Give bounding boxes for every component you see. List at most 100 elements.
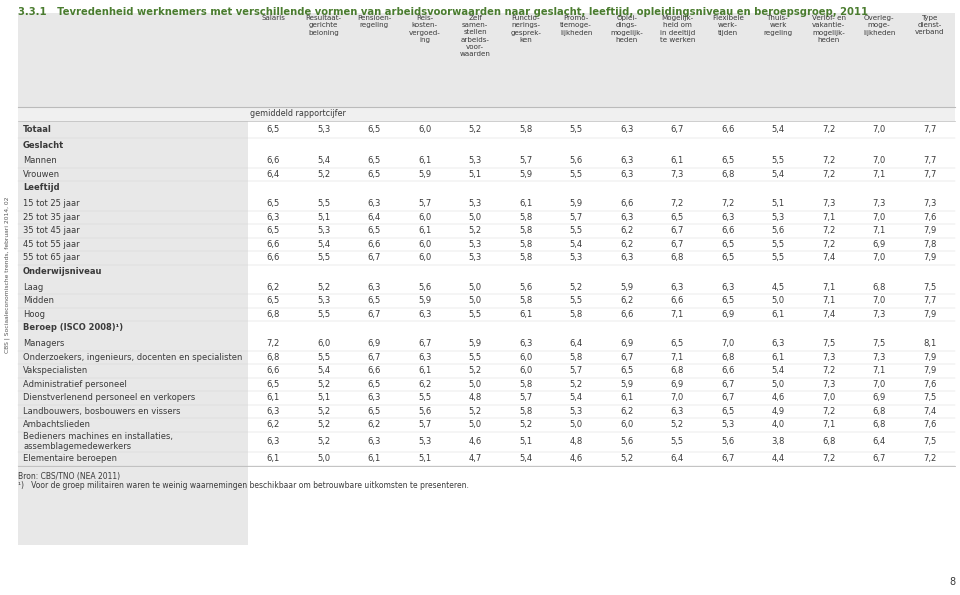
Text: 7,2: 7,2 [822,454,835,464]
Text: 6,5: 6,5 [671,213,684,222]
Text: 6,6: 6,6 [368,240,381,249]
Text: 8: 8 [948,577,955,587]
Text: 7,0: 7,0 [873,253,886,262]
Text: 6,2: 6,2 [267,283,280,292]
Text: 5,0: 5,0 [569,420,583,429]
Text: 7,0: 7,0 [671,393,684,402]
Text: Thuis-
werk
regeling: Thuis- werk regeling [764,15,793,36]
Text: 6,7: 6,7 [671,240,684,249]
Text: 5,3: 5,3 [772,213,785,222]
Text: 6,2: 6,2 [620,240,634,249]
Text: 5,2: 5,2 [468,226,482,235]
Text: 5,4: 5,4 [317,156,330,165]
Text: 5,6: 5,6 [519,283,533,292]
Text: 6,6: 6,6 [671,296,684,305]
Text: 5,1: 5,1 [419,454,431,464]
Text: 6,5: 6,5 [267,199,280,208]
Text: 6,3: 6,3 [620,125,634,134]
Text: ¹)   Voor de groep militairen waren te weinig waarnemingen beschikbaar om betrou: ¹) Voor de groep militairen waren te wei… [18,481,468,490]
Text: 6,6: 6,6 [267,156,280,165]
Text: Dienstverlenend personeel en verkopers: Dienstverlenend personeel en verkopers [23,393,195,402]
Text: 4,6: 4,6 [468,437,482,446]
Text: 25 tot 35 jaar: 25 tot 35 jaar [23,213,80,222]
Text: 6,4: 6,4 [569,339,583,348]
Text: 6,6: 6,6 [620,310,634,319]
Text: 6,3: 6,3 [368,437,381,446]
Text: 3,8: 3,8 [772,437,785,446]
Text: 5,4: 5,4 [772,125,785,134]
Text: 55 tot 65 jaar: 55 tot 65 jaar [23,253,80,262]
Text: 7,1: 7,1 [873,367,886,375]
Text: 7,5: 7,5 [924,393,936,402]
Text: 5,3: 5,3 [419,437,431,446]
Text: 5,9: 5,9 [419,296,431,305]
Bar [18,13,955,107]
Text: Vakspecialisten: Vakspecialisten [23,367,88,375]
Text: 7,6: 7,6 [924,213,936,222]
Text: 5,1: 5,1 [468,170,482,178]
Text: Bron: CBS/TNO (NEA 2011): Bron: CBS/TNO (NEA 2011) [18,471,120,481]
Text: 6,9: 6,9 [368,339,381,348]
Text: 6,3: 6,3 [418,353,431,362]
Text: 5,6: 5,6 [620,437,634,446]
Text: 6,6: 6,6 [721,367,734,375]
Text: 7,1: 7,1 [822,213,835,222]
Text: 6,3: 6,3 [620,253,634,262]
Text: 5,5: 5,5 [772,240,785,249]
Text: 5,1: 5,1 [519,437,532,446]
Text: 5,0: 5,0 [317,454,330,464]
Text: 6,9: 6,9 [873,393,886,402]
Text: 5,2: 5,2 [317,380,330,389]
Text: 6,5: 6,5 [721,407,734,416]
Text: 5,3: 5,3 [468,253,482,262]
Text: Mannen: Mannen [23,156,57,165]
Text: 3.3.1   Tevredenheid werknemers met verschillende vormen van arbeidsvoorwaarden : 3.3.1 Tevredenheid werknemers met versch… [18,7,868,17]
Text: 7,7: 7,7 [924,156,936,165]
Text: 5,2: 5,2 [519,420,532,429]
Text: 5,5: 5,5 [569,226,583,235]
Text: 7,2: 7,2 [671,199,684,208]
Text: 5,3: 5,3 [468,199,482,208]
Text: 6,0: 6,0 [620,420,634,429]
Text: 5,8: 5,8 [569,310,583,319]
Text: Mogelijk-
heid om
in deeltijd
te werken: Mogelijk- heid om in deeltijd te werken [660,15,695,43]
Text: 6,3: 6,3 [721,213,734,222]
Text: Flexibele
werk-
tijden: Flexibele werk- tijden [711,15,744,36]
Text: Laag: Laag [23,283,43,292]
Text: 7,9: 7,9 [924,353,936,362]
Text: 7,1: 7,1 [822,420,835,429]
Text: Functio-
nerings-
gesprek-
ken: Functio- nerings- gesprek- ken [511,15,541,43]
Text: 6,8: 6,8 [267,353,280,362]
Text: 6,3: 6,3 [671,283,684,292]
Text: 4,7: 4,7 [468,454,482,464]
Text: Promo-
tiemoge-
lijkheden: Promo- tiemoge- lijkheden [560,15,592,36]
Text: 7,3: 7,3 [822,199,835,208]
Text: 6,1: 6,1 [419,156,431,165]
Text: 6,5: 6,5 [721,296,734,305]
Text: 6,3: 6,3 [418,310,431,319]
Text: 5,6: 5,6 [419,407,431,416]
Text: 5,1: 5,1 [317,393,330,402]
Text: 6,4: 6,4 [671,454,684,464]
Text: 5,8: 5,8 [519,296,533,305]
Text: 6,1: 6,1 [368,454,381,464]
Text: 6,5: 6,5 [671,339,684,348]
Text: 5,8: 5,8 [519,213,533,222]
Text: 7,4: 7,4 [924,407,936,416]
Bar [18,121,248,545]
Text: 5,2: 5,2 [569,283,583,292]
Text: Leeftijd: Leeftijd [23,183,60,193]
Text: Pensioen-
regeling: Pensioen- regeling [357,15,392,28]
Text: 6,9: 6,9 [873,240,886,249]
Text: Managers: Managers [23,339,64,348]
Text: Type
dienst-
verband: Type dienst- verband [915,15,945,36]
Text: 6,3: 6,3 [267,213,280,222]
Text: 6,3: 6,3 [671,407,684,416]
Text: Salaris: Salaris [261,15,285,21]
Text: Landbouwers, bosbouwers en vissers: Landbouwers, bosbouwers en vissers [23,407,180,416]
Text: 5,7: 5,7 [419,420,431,429]
Text: 5,7: 5,7 [519,393,533,402]
Text: 5,2: 5,2 [468,367,482,375]
Text: 6,3: 6,3 [772,339,785,348]
Text: 6,7: 6,7 [721,393,734,402]
